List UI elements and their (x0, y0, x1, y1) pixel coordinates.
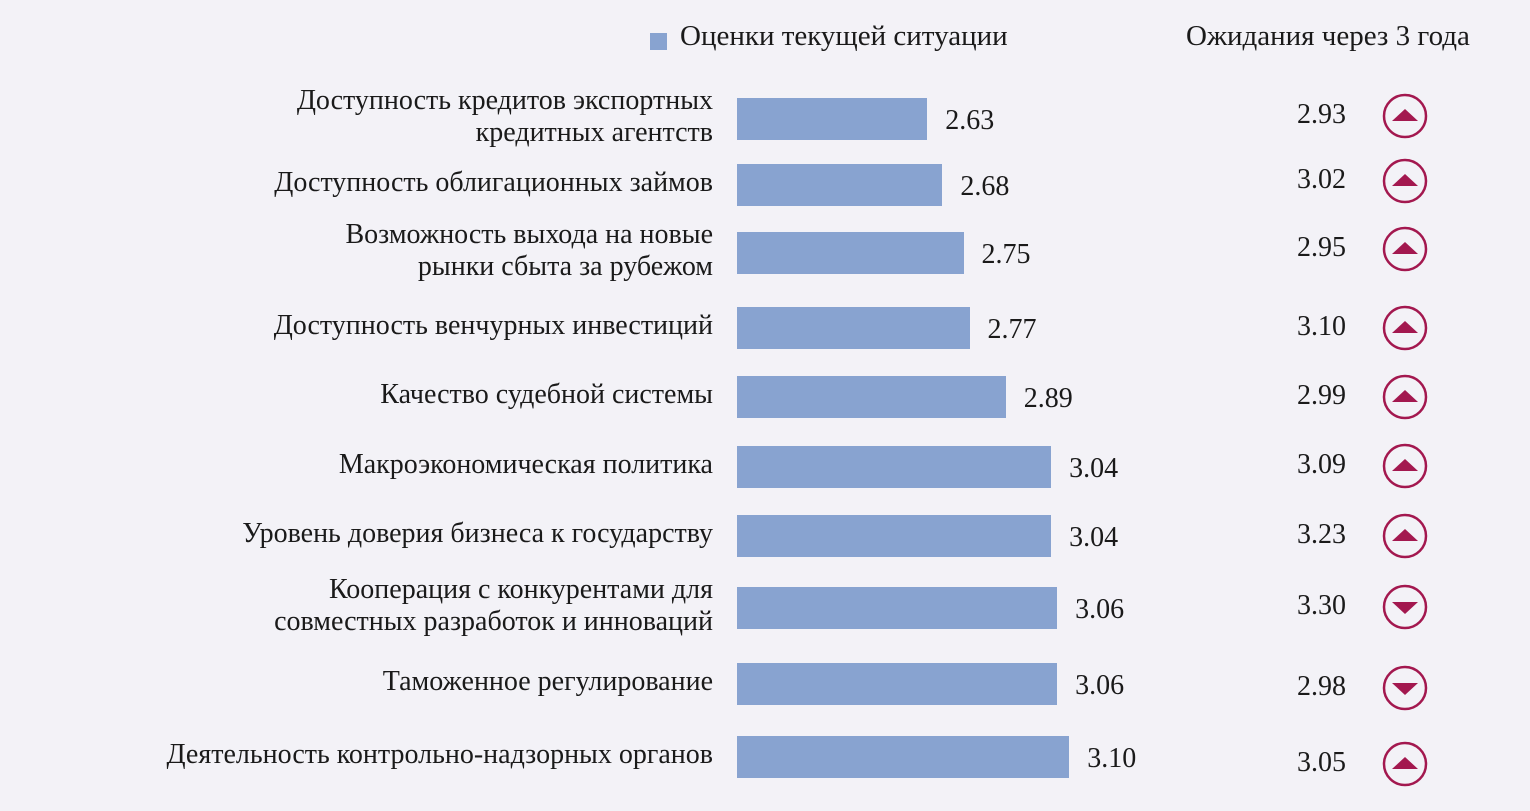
arrow-up-icon (1382, 305, 1428, 351)
arrow-up-icon (1382, 226, 1428, 272)
bar (737, 663, 1058, 705)
category-label: Доступность кредитов экспортных кредитны… (296, 85, 713, 148)
expectation-value: 3.02 (1297, 164, 1346, 195)
category-label: Деятельность контрольно-надзорных органо… (166, 739, 713, 770)
expectation-value: 2.98 (1297, 671, 1346, 702)
arrow-up-icon (1382, 513, 1428, 559)
category-label: Возможность выхода на новые рынки сбыта … (345, 219, 713, 282)
category-label: Кооперация с конкурентами для совместных… (274, 574, 713, 637)
bar (737, 307, 970, 349)
bar (737, 232, 964, 274)
expectation-value: 2.95 (1297, 232, 1346, 263)
bar-value-label: 3.06 (1075, 594, 1125, 625)
expectation-value: 3.23 (1297, 519, 1346, 550)
bar (737, 98, 928, 140)
arrow-up-icon (1382, 374, 1428, 420)
arrow-up-icon (1382, 443, 1428, 489)
bar (737, 587, 1058, 629)
legend-swatch (650, 33, 667, 50)
bar-value-label: 3.06 (1075, 670, 1125, 701)
arrow-up-icon (1382, 741, 1428, 787)
expectation-value: 2.93 (1297, 99, 1346, 130)
legend-label: Оценки текущей ситуации (680, 20, 1008, 52)
arrow-up-icon (1382, 158, 1428, 204)
bar (737, 515, 1052, 557)
bar-value-label: 2.89 (1023, 383, 1073, 414)
bar-value-label: 2.63 (945, 105, 995, 136)
bar-value-label: 3.04 (1069, 453, 1119, 484)
arrow-down-icon (1382, 665, 1428, 711)
category-label: Таможенное регулирование (382, 666, 713, 697)
category-label: Доступность венчурных инвестиций (273, 310, 713, 341)
bar-value-label: 2.75 (981, 239, 1031, 270)
expectation-value: 3.09 (1297, 449, 1346, 480)
arrow-down-icon (1382, 584, 1428, 630)
bar-value-label: 3.04 (1069, 522, 1119, 553)
bar-value-label: 3.10 (1087, 743, 1137, 774)
bar (737, 736, 1070, 778)
arrow-up-icon (1382, 93, 1428, 139)
expectation-value: 2.99 (1297, 380, 1346, 411)
bar-value-label: 2.68 (960, 171, 1010, 202)
category-label: Доступность облигационных займов (274, 167, 713, 198)
bar (737, 446, 1052, 488)
bar-value-label: 2.77 (987, 314, 1037, 345)
expectation-value: 3.05 (1297, 747, 1346, 778)
expectations-header: Ожидания через 3 года (1186, 20, 1470, 52)
bar (737, 376, 1006, 418)
category-label: Уровень доверия бизнеса к государству (242, 518, 713, 549)
category-label: Макроэкономическая политика (338, 449, 713, 480)
expectation-value: 3.30 (1297, 590, 1346, 621)
category-label: Качество судебной системы (380, 379, 713, 410)
expectation-value: 3.10 (1297, 311, 1346, 342)
bar (737, 164, 943, 206)
